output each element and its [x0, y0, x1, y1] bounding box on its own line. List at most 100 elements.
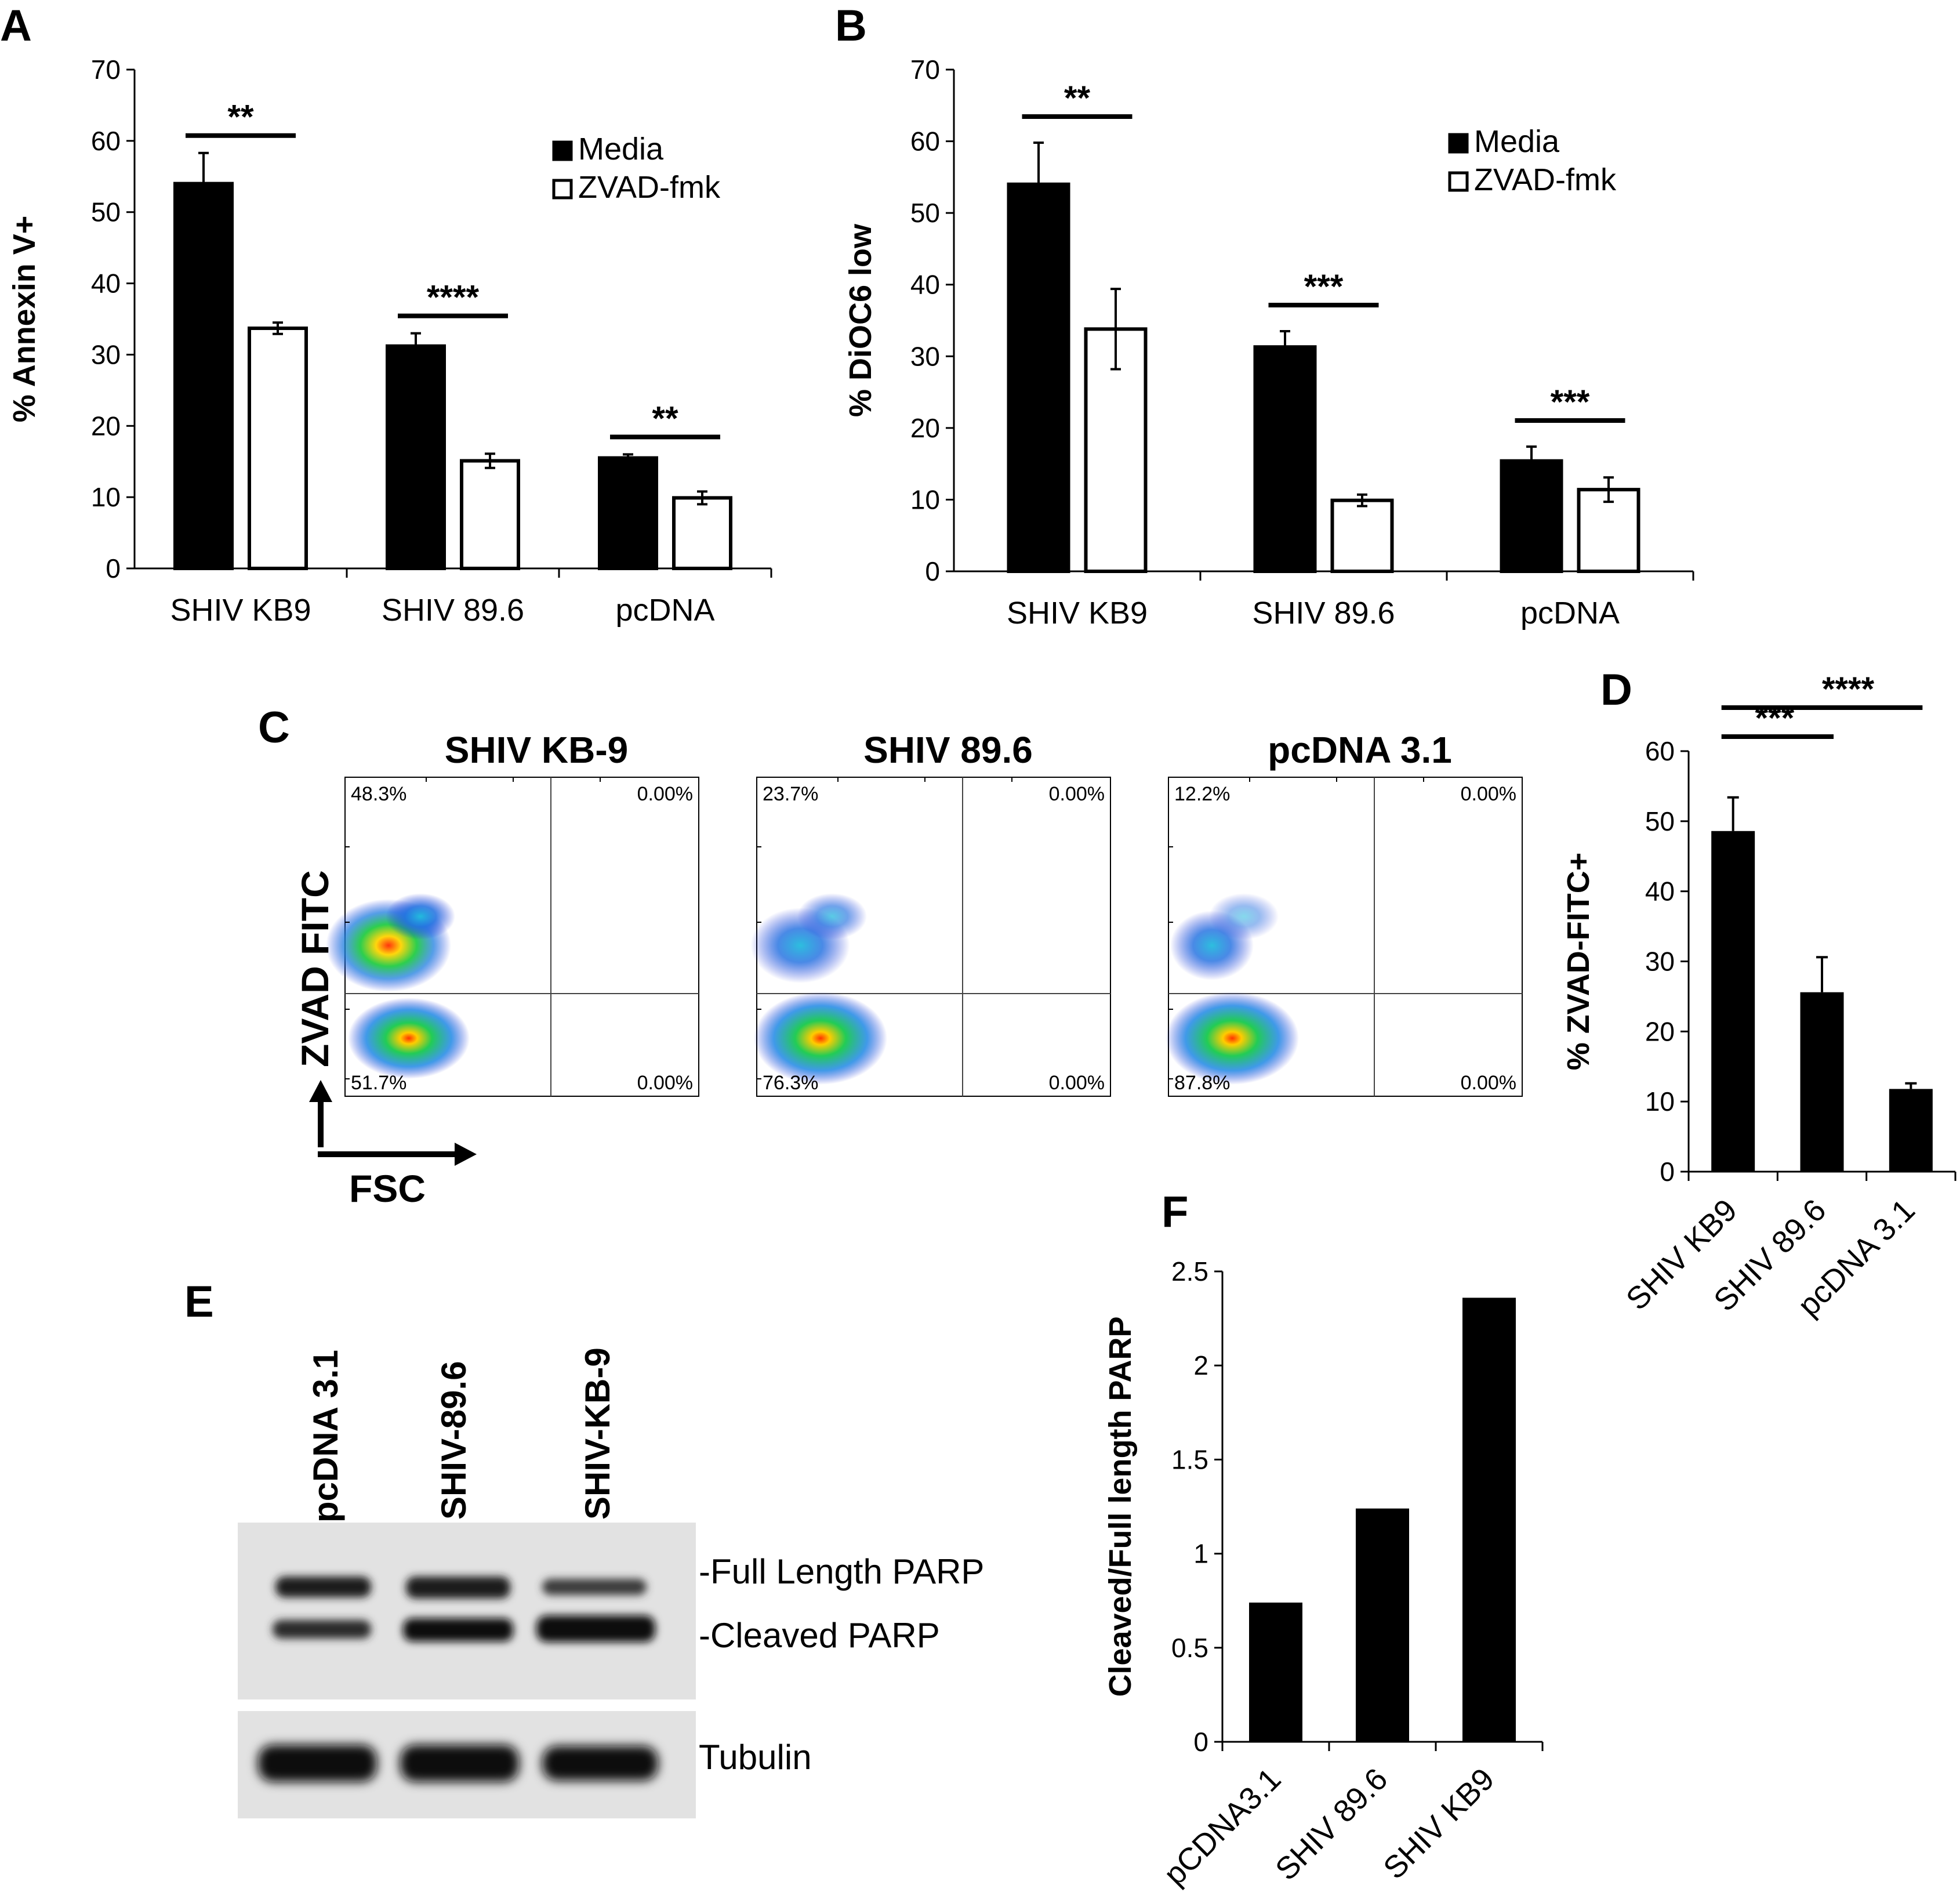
y-tick-label: 1 — [1193, 1539, 1208, 1569]
y-tick-label: 30 — [910, 341, 940, 371]
blot-membrane-parp — [238, 1523, 696, 1699]
y-tick-label: 10 — [910, 484, 940, 514]
quadrant-ur-percent: 0.00% — [637, 783, 693, 805]
y-axis-label: % DiOC6 low — [843, 223, 878, 417]
y-tick-label: 50 — [91, 197, 121, 227]
y-tick-label: 40 — [910, 270, 940, 300]
y-tick-label: 50 — [910, 198, 940, 228]
flow-y-arrowhead — [309, 1080, 332, 1102]
x-category-label: pCDNA3.1 — [1157, 1762, 1288, 1892]
legend-label: ZVAD-fmk — [578, 170, 721, 205]
y-tick-label: 40 — [1645, 876, 1675, 907]
y-tick-label: 60 — [910, 126, 940, 157]
y-axis-label: % ZVAD-FITC+ — [1561, 853, 1596, 1071]
flow-plot: pcDNA 3.1 12.2% 0.00% 87.8% 0.00% — [1166, 729, 1523, 1097]
significance-stars: ** — [652, 400, 678, 437]
panel-letter-d: D — [1600, 665, 1632, 715]
band-cleaved-lane-3 — [536, 1615, 655, 1642]
flow-x-arrowhead — [455, 1143, 477, 1166]
y-tick-label: 10 — [91, 482, 121, 512]
event-cloud-lower — [754, 992, 887, 1085]
y-tick-label: 0 — [106, 553, 121, 584]
bar-zvad — [248, 326, 308, 570]
western-blot: pcDNA 3.1 SHIV-89.6 SHIV-KB-9 -Full Leng… — [238, 1347, 984, 1818]
band-tubulin-lane-1 — [258, 1745, 377, 1782]
significance-stars: **** — [427, 279, 480, 317]
y-tick-label: 40 — [91, 269, 121, 299]
quadrant-lr-percent: 0.00% — [637, 1072, 693, 1094]
y-tick-label: 0 — [1660, 1157, 1675, 1187]
panel-letter-c: C — [258, 703, 290, 752]
legend-swatch — [1448, 133, 1469, 154]
event-cloud-upper-tail — [797, 893, 867, 940]
y-tick-label: 10 — [1645, 1086, 1675, 1117]
y-tick-label: 50 — [1645, 806, 1675, 836]
significance-stars: ** — [1064, 79, 1091, 117]
y-tick-label: 60 — [91, 126, 121, 156]
event-cloud-lower — [1166, 992, 1299, 1085]
x-category-label: SHIV 89.6 — [382, 593, 524, 628]
quadrant-ul-percent: 48.3% — [351, 783, 406, 805]
y-tick-label: 60 — [1645, 736, 1675, 766]
band-cleaved-lane-2 — [403, 1618, 513, 1641]
x-category-label: pcDNA — [1520, 596, 1620, 630]
bar-media — [1253, 345, 1317, 573]
flow-x-axis-label: FSC — [349, 1167, 426, 1210]
flow-plot-title: pcDNA 3.1 — [1268, 729, 1452, 771]
y-tick-label: 2 — [1193, 1350, 1208, 1380]
band-tubulin-lane-3 — [542, 1746, 658, 1781]
legend-label: Media — [1474, 124, 1560, 159]
band-cleaved-lane-1 — [273, 1620, 371, 1639]
x-category-label: SHIV KB9 — [170, 593, 311, 628]
bar-zvad — [1330, 498, 1394, 574]
significance-stars: *** — [1551, 383, 1590, 421]
y-tick-label: 0 — [1193, 1727, 1208, 1757]
blot-band-label-tubulin: Tubulin — [699, 1738, 812, 1777]
bar-media — [386, 344, 446, 571]
flow-cytometry-panel: SHIV KB-9 48.3% 0.00% 51.7% 0.00% SHIV 89.6 23… — [293, 729, 1523, 1210]
bar-media — [1500, 459, 1563, 574]
significance-stars: ** — [227, 99, 254, 136]
quadrant-lr-percent: 0.00% — [1461, 1072, 1516, 1094]
blot-band-label-full: -Full Length PARP — [699, 1552, 984, 1591]
bar-zvad — [460, 459, 520, 570]
band-full-length-lane-2 — [406, 1577, 510, 1599]
panel-letter-a: A — [0, 1, 32, 50]
flow-plot-title: SHIV KB-9 — [445, 729, 629, 771]
quadrant-ur-percent: 0.00% — [1049, 783, 1105, 805]
legend-swatch — [1448, 171, 1469, 192]
legend-swatch — [552, 140, 573, 161]
bar-zvad — [672, 496, 732, 570]
blot-lane-label-3: SHIV-KB-9 — [578, 1347, 617, 1520]
y-tick-label: 30 — [91, 339, 121, 369]
legend-label: Media — [578, 132, 664, 166]
bar-media — [598, 456, 658, 570]
x-category-label: pcDNA — [615, 593, 714, 628]
legend-swatch — [552, 179, 573, 200]
flow-y-axis-label: ZVAD FITC — [293, 870, 336, 1067]
quadrant-lr-percent: 0.00% — [1049, 1072, 1105, 1094]
quadrant-ul-percent: 23.7% — [763, 783, 818, 805]
significance-stars: **** — [1822, 671, 1875, 708]
x-category-label: SHIV 89.6 — [1252, 596, 1395, 630]
panel-letter-f: F — [1162, 1187, 1188, 1237]
event-cloud-upper-tail — [1209, 893, 1279, 940]
significance-stars: *** — [1304, 268, 1344, 306]
x-category-label: SHIV KB9 — [1377, 1762, 1501, 1886]
y-tick-label: 1.5 — [1171, 1444, 1208, 1474]
bar — [1711, 831, 1755, 1172]
y-tick-label: 2.5 — [1171, 1256, 1208, 1286]
band-full-length-lane-1 — [275, 1577, 371, 1597]
bar — [1356, 1508, 1409, 1742]
y-axis-label: Cleaved/Full length PARP — [1103, 1316, 1138, 1697]
bar — [1889, 1089, 1933, 1172]
flow-plot: SHIV 89.6 23.7% 0.00% 76.3% 0.00% — [750, 729, 1111, 1097]
y-tick-label: 70 — [91, 55, 121, 85]
y-tick-label: 20 — [91, 411, 121, 441]
flow-plot: SHIV KB-9 48.3% 0.00% 51.7% 0.00% — [326, 729, 699, 1097]
chart-a: 0 10 20 30 40 50 60 70 SHIV KB9 ** SHIV 89.6 **** pc… — [7, 55, 772, 628]
y-tick-label: 20 — [1645, 1016, 1675, 1046]
